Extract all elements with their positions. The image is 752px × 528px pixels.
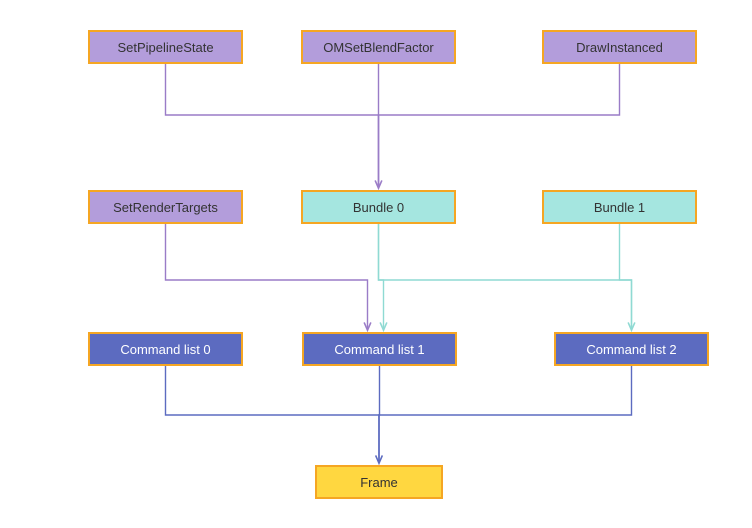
node-cmd1: Command list 1 bbox=[302, 332, 457, 366]
node-cmd0: Command list 0 bbox=[88, 332, 243, 366]
edge-layer bbox=[0, 0, 752, 528]
node-bundle0: Bundle 0 bbox=[301, 190, 456, 224]
node-label: Command list 0 bbox=[120, 342, 210, 357]
edge bbox=[620, 224, 632, 328]
edge bbox=[379, 366, 380, 461]
node-label: Bundle 1 bbox=[594, 200, 645, 215]
edge bbox=[379, 224, 632, 328]
node-label: SetRenderTargets bbox=[113, 200, 218, 215]
node-frame: Frame bbox=[315, 465, 443, 499]
node-drawInstanced: DrawInstanced bbox=[542, 30, 697, 64]
node-setPipelineState: SetPipelineState bbox=[88, 30, 243, 64]
node-setRenderTargets: SetRenderTargets bbox=[88, 190, 243, 224]
node-label: Frame bbox=[360, 475, 398, 490]
node-label: OMSetBlendFactor bbox=[323, 40, 434, 55]
edge bbox=[166, 366, 380, 461]
node-label: Command list 2 bbox=[586, 342, 676, 357]
node-cmd2: Command list 2 bbox=[554, 332, 709, 366]
edge bbox=[166, 224, 368, 328]
node-omSetBlendFactor: OMSetBlendFactor bbox=[301, 30, 456, 64]
node-label: Command list 1 bbox=[334, 342, 424, 357]
node-label: DrawInstanced bbox=[576, 40, 663, 55]
node-label: Bundle 0 bbox=[353, 200, 404, 215]
node-bundle1: Bundle 1 bbox=[542, 190, 697, 224]
edge bbox=[379, 366, 632, 461]
edge bbox=[166, 64, 379, 186]
edge bbox=[379, 224, 384, 328]
node-label: SetPipelineState bbox=[117, 40, 213, 55]
edge bbox=[379, 64, 620, 186]
